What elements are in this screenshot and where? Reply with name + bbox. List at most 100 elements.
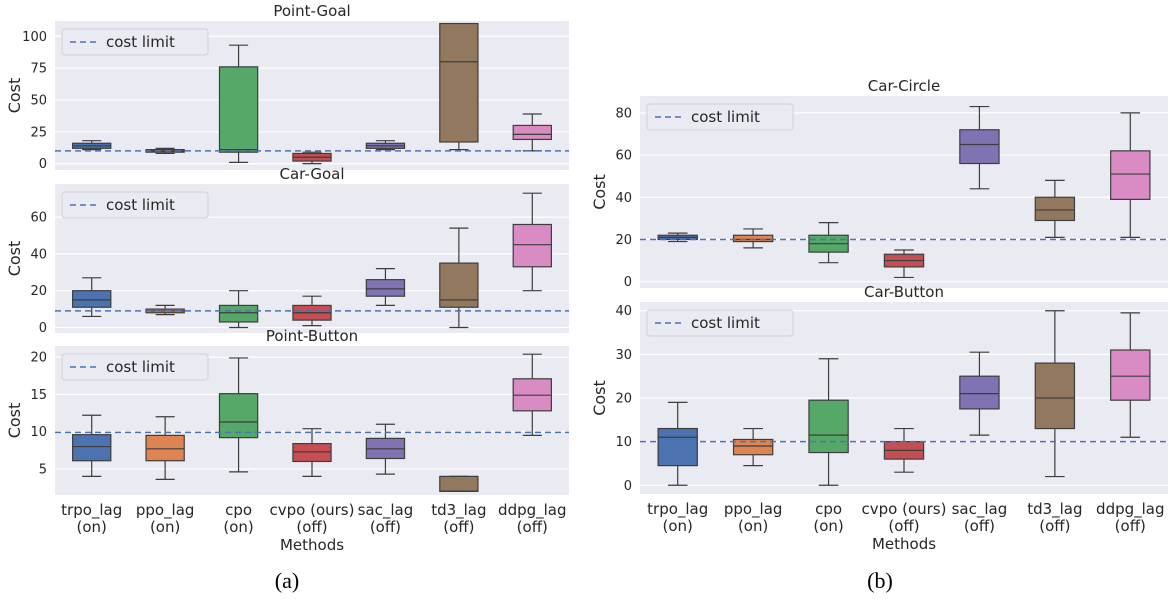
box-7 xyxy=(512,113,552,152)
x-tick-label: trpo_lag xyxy=(647,500,708,519)
box-body xyxy=(72,434,112,462)
box-4 xyxy=(292,428,332,477)
box-body xyxy=(439,475,479,492)
box-7 xyxy=(512,353,552,436)
box-1 xyxy=(657,232,698,243)
box-body xyxy=(145,434,185,462)
box-body xyxy=(1110,349,1151,401)
y-axis-label: Cost xyxy=(5,78,24,114)
y-tick-label: 40 xyxy=(615,191,632,206)
x-tick-sublabel: (off) xyxy=(517,518,548,536)
x-tick-label: td3_lag xyxy=(431,501,486,520)
panel-car-circle: 0 20 40 60 80 Car-Circle Cost cost limit xyxy=(590,77,1168,290)
y-axis-label: Cost xyxy=(5,241,24,277)
x-tick-label: ddpg_lag xyxy=(1096,500,1164,519)
chart-title: Point-Button xyxy=(266,327,358,345)
x-tick-sublabel: (on) xyxy=(150,518,180,536)
legend-box xyxy=(646,309,794,337)
y-tick-label: 60 xyxy=(615,149,632,164)
y-tick-label: 40 xyxy=(30,247,47,262)
box-body xyxy=(365,279,406,297)
y-tick-label: 80 xyxy=(615,106,632,121)
x-tick-sublabel: (on) xyxy=(663,517,693,535)
box-4 xyxy=(883,249,925,279)
y-tick-label: 0 xyxy=(624,275,632,290)
x-tick-sublabel: (off) xyxy=(888,517,919,535)
y-tick-label: 20 xyxy=(615,392,632,407)
x-tick-sublabel: (off) xyxy=(964,517,995,535)
box-body xyxy=(72,290,112,308)
box-5 xyxy=(365,423,406,475)
box-3 xyxy=(808,358,849,486)
box-5 xyxy=(959,105,1000,190)
x-tick-label: td3_lag xyxy=(1027,500,1082,519)
legend-label: cost limit xyxy=(691,314,760,332)
x-tick-sublabel: (on) xyxy=(223,518,253,536)
panel-point-button: 5 10 15 20 Point-Button Cost cost limit trpo_la… xyxy=(5,327,569,554)
box-body xyxy=(959,129,1000,165)
panel-point-goal: 0 25 50 75 100 Point-Goal Cost cost limit xyxy=(5,2,569,172)
box-body xyxy=(218,393,259,439)
y-tick-label: 0 xyxy=(624,479,632,494)
x-tick-label: cvpo (ours) xyxy=(862,500,947,518)
x-tick-label: sac_lag xyxy=(358,501,414,520)
y-tick-label: 10 xyxy=(615,435,632,450)
caption-b: (b) xyxy=(867,568,893,593)
box-6 xyxy=(1034,310,1076,478)
box-body xyxy=(657,427,698,467)
x-tick-label: trpo_lag xyxy=(61,501,122,520)
box-3 xyxy=(218,357,259,473)
x-tick-sublabel: (on) xyxy=(738,517,768,535)
y-tick-label: 0 xyxy=(39,321,47,336)
chart-title: Car-Circle xyxy=(868,77,940,95)
legend-box xyxy=(646,103,794,131)
x-tick-label: cpo xyxy=(815,500,842,518)
y-axis-label: Cost xyxy=(590,380,609,416)
box-4 xyxy=(292,295,332,327)
y-tick-label: 20 xyxy=(615,233,632,248)
box-1 xyxy=(72,277,112,318)
box-body xyxy=(218,66,259,153)
box-1 xyxy=(72,140,112,151)
x-tick-sublabel: (off) xyxy=(1115,517,1146,535)
x-tick-sublabel: (off) xyxy=(443,518,474,536)
y-tick-label: 40 xyxy=(615,304,632,319)
box-6 xyxy=(439,22,479,151)
legend-box xyxy=(61,191,209,219)
box-body xyxy=(512,223,552,268)
chart-title: Car-Goal xyxy=(280,165,345,183)
x-tick-label: sac_lag xyxy=(952,500,1008,519)
box-3 xyxy=(218,44,259,163)
box-3 xyxy=(218,290,259,329)
y-tick-label: 25 xyxy=(30,125,47,140)
legend-label: cost limit xyxy=(691,108,760,126)
y-tick-label: 100 xyxy=(22,30,47,45)
box-body xyxy=(1034,196,1076,222)
box-2 xyxy=(732,427,774,467)
box-body xyxy=(959,375,1000,410)
box-5 xyxy=(365,268,406,307)
x-tick-sublabel: (off) xyxy=(370,518,401,536)
legend-label: cost limit xyxy=(106,358,175,376)
box-1 xyxy=(72,414,112,477)
box-7 xyxy=(1110,112,1151,238)
box-7 xyxy=(512,192,552,292)
y-tick-label: 50 xyxy=(30,93,47,108)
panel-car-goal: 0 20 40 60 Car-Goal Cost cost limit xyxy=(5,165,569,336)
y-tick-label: 10 xyxy=(30,425,47,440)
y-tick-label: 75 xyxy=(30,62,47,77)
y-tick-label: 30 xyxy=(615,348,632,363)
box-body xyxy=(732,438,774,456)
x-tick-label: ppo_lag xyxy=(724,500,783,519)
box-1 xyxy=(657,401,698,486)
panel-car-button: 0 10 20 30 40 Car-Button Cost cost limit trpo_la… xyxy=(590,283,1168,553)
chart-title: Car-Button xyxy=(864,283,944,301)
x-tick-label: ddpg_lag xyxy=(498,501,566,520)
y-axis-label: Cost xyxy=(590,174,609,210)
y-tick-label: 60 xyxy=(30,211,47,226)
box-7 xyxy=(1110,312,1151,438)
box-body xyxy=(512,124,552,141)
x-tick-label: cvpo (ours) xyxy=(270,501,355,519)
x-axis-label: Methods xyxy=(280,536,344,554)
